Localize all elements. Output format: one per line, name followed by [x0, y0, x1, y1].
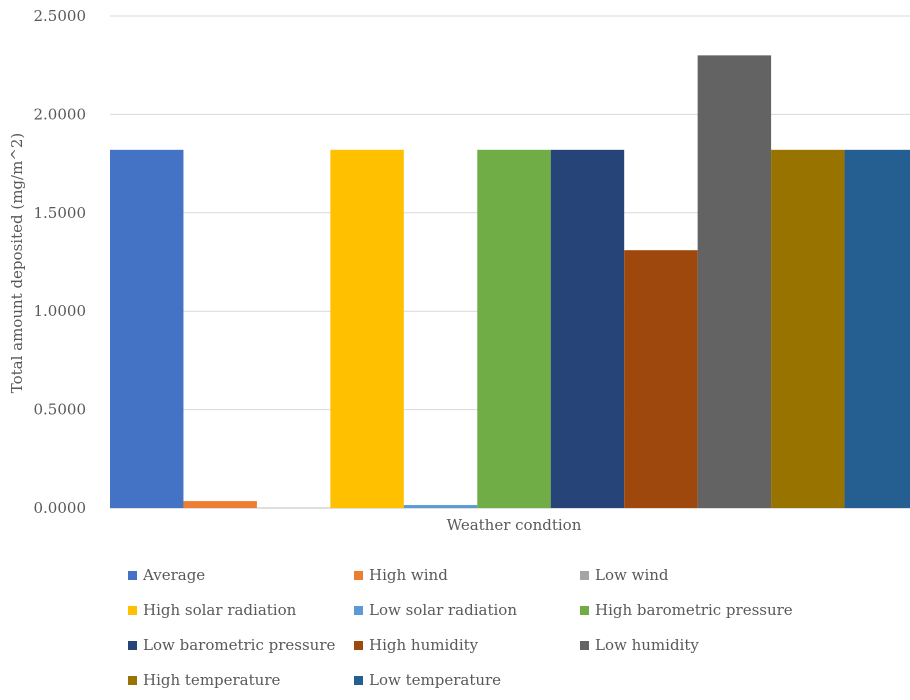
legend-swatch	[128, 605, 137, 615]
legend-swatch	[580, 605, 589, 615]
legend-item: Low humidity	[580, 636, 699, 654]
legend-swatch	[580, 640, 589, 650]
legend-label: Low temperature	[369, 671, 502, 689]
legend-item: High barometric pressure	[580, 601, 793, 619]
y-tick-label: 2.0000	[34, 105, 87, 123]
bar-high-barometric-pressure	[477, 149, 551, 508]
bar-high-temperature	[771, 149, 845, 508]
legend-label: Low humidity	[595, 636, 699, 654]
legend-item: Low solar radiation	[354, 601, 517, 619]
bar-low-temperature	[844, 149, 910, 508]
legend-item: High temperature	[128, 671, 280, 689]
legend-item: High solar radiation	[128, 601, 296, 619]
legend-item: High wind	[354, 566, 448, 584]
legend-label: High solar radiation	[143, 601, 297, 619]
bar-chart: 0.0000 0.5000 1.0000 1.5000 2.0000 2.5000 Tot…	[8, 7, 910, 534]
legend-label: Low solar radiation	[369, 601, 517, 619]
legend-item: High humidity	[354, 636, 478, 654]
legend-label: High humidity	[369, 636, 479, 654]
legend-swatch	[580, 570, 589, 580]
legend-label: High temperature	[143, 671, 281, 689]
bar-average	[110, 149, 184, 508]
bar-low-humidity	[697, 55, 772, 509]
x-axis-label: Weather condtion	[447, 516, 582, 534]
y-tick-label: 2.5000	[34, 7, 87, 25]
bar-high-solar-radiation	[330, 149, 404, 508]
y-tick-label: 0.5000	[34, 401, 87, 419]
legend-label: High barometric pressure	[595, 601, 793, 619]
legend-item: Low wind	[580, 566, 669, 584]
y-tick-label: 1.0000	[34, 302, 87, 320]
bar-high-wind	[183, 501, 257, 508]
y-tick-label: 1.5000	[34, 204, 87, 222]
legend-item: Low temperature	[354, 671, 501, 689]
legend-label: Low wind	[595, 566, 669, 584]
bar-low-solar-radiation	[403, 505, 478, 508]
legend-label: Average	[143, 566, 206, 584]
y-tick-label: 0.0000	[34, 499, 87, 517]
y-axis-ticks: 0.0000 0.5000 1.0000 1.5000 2.0000 2.5000	[34, 7, 87, 517]
legend-label: High wind	[369, 566, 448, 584]
legend-swatch	[128, 640, 137, 650]
legend-swatch	[354, 675, 363, 685]
bar-low-barometric-pressure	[550, 149, 625, 508]
legend-item: Low barometric pressure	[128, 636, 335, 654]
legend-swatch	[354, 605, 363, 615]
bars	[110, 55, 910, 509]
legend-swatch	[128, 675, 137, 685]
y-axis-label: Total amount deposited (mg/m^2)	[8, 133, 26, 394]
legend-swatch	[354, 570, 363, 580]
legend-swatch	[128, 570, 137, 580]
legend-item: Average	[128, 566, 205, 584]
legend-label: Low barometric pressure	[143, 636, 336, 654]
legend-swatch	[354, 640, 363, 650]
bar-high-humidity	[624, 250, 698, 508]
